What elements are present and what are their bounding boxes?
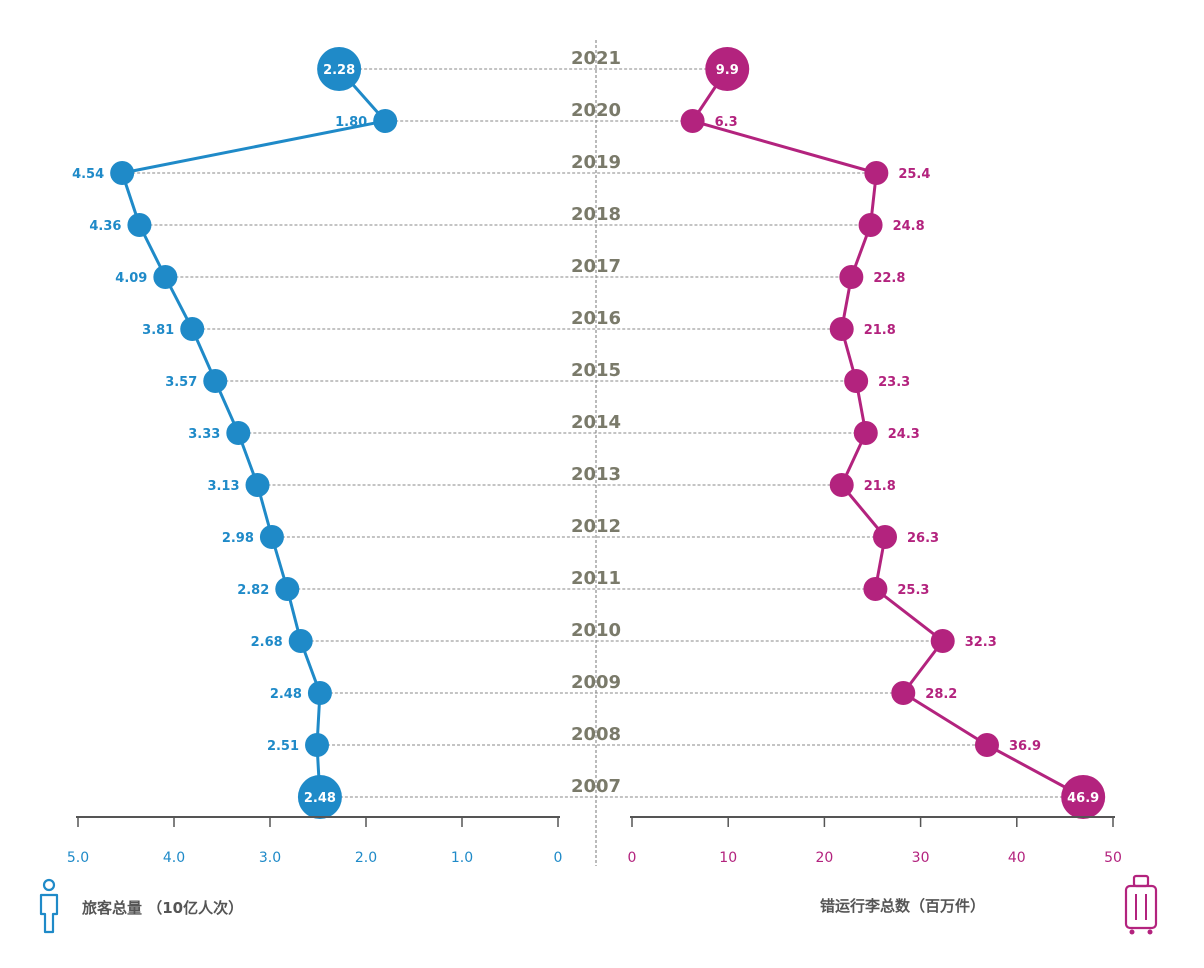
year-label: 2015 — [571, 360, 621, 381]
bags-point — [844, 369, 869, 393]
year-label: 2008 — [571, 724, 621, 745]
bags-value-label: 32.3 — [965, 635, 997, 650]
passengers-point — [317, 47, 362, 91]
passengers-value-label: 3.13 — [207, 479, 239, 494]
left-axis-tick-label: 2.0 — [355, 850, 377, 866]
passengers-point — [245, 473, 270, 497]
right-axis-tick-label: 20 — [815, 850, 833, 866]
year-label: 2017 — [571, 256, 621, 277]
passengers-point — [180, 317, 205, 341]
bags-value-label: 25.4 — [898, 167, 930, 182]
passengers-point — [226, 421, 251, 445]
passengers-value-label: 2.82 — [237, 583, 269, 598]
year-label: 2018 — [571, 204, 621, 225]
bags-value-label: 24.3 — [888, 427, 920, 442]
passengers-point — [203, 369, 228, 393]
bags-value-label: 21.8 — [864, 479, 896, 494]
passengers-point — [373, 109, 398, 133]
passengers-value-label: 2.48 — [270, 687, 302, 702]
left-axis-tick-label: 4.0 — [163, 850, 185, 866]
passengers-value-label: 4.36 — [89, 219, 121, 234]
year-label: 2007 — [571, 776, 621, 797]
passengers-point — [259, 525, 284, 549]
passengers-value-label: 2.48 — [304, 791, 336, 806]
year-label: 2016 — [571, 308, 621, 329]
bags-point — [829, 473, 854, 497]
bags-point — [864, 161, 889, 185]
bags-point — [930, 629, 955, 653]
person-icon — [39, 878, 59, 934]
bags-point — [705, 47, 750, 91]
bags-value-label: 23.3 — [878, 375, 910, 390]
bags-point — [680, 109, 705, 133]
bags-value-label: 36.9 — [1009, 739, 1041, 754]
right-axis-tick-label: 50 — [1104, 850, 1122, 866]
year-label: 2012 — [571, 516, 621, 537]
passengers-point — [305, 733, 330, 757]
passengers-point — [275, 577, 300, 601]
bags-value-label: 24.8 — [893, 219, 925, 234]
bags-value-label: 9.9 — [716, 63, 739, 78]
bags-point — [974, 733, 999, 757]
left-axis-tick-label: 3.0 — [259, 850, 281, 866]
bags-point — [858, 213, 883, 237]
bags-point — [829, 317, 854, 341]
bags-value-label: 28.2 — [925, 687, 957, 702]
bags-point — [839, 265, 864, 289]
left-axis-tick-label: 0 — [554, 850, 563, 866]
luggage-icon — [1124, 874, 1158, 935]
bags-point — [853, 421, 878, 445]
passengers-value-label: 4.54 — [72, 167, 104, 182]
right-axis-tick-label: 10 — [719, 850, 737, 866]
bags-value-label: 22.8 — [873, 271, 905, 286]
right-axis-title: 错运行李总数（百万件） — [820, 897, 986, 915]
bags-value-label: 6.3 — [715, 115, 738, 130]
year-label: 2021 — [571, 48, 621, 69]
passengers-value-label: 2.51 — [267, 739, 299, 754]
passengers-point — [127, 213, 152, 237]
year-label: 2011 — [571, 568, 621, 589]
passengers-value-label: 2.68 — [251, 635, 283, 650]
bags-point — [863, 577, 888, 601]
left-axis-tick-label: 1.0 — [451, 850, 473, 866]
passengers-value-label: 2.98 — [222, 531, 254, 546]
year-label: 2010 — [571, 620, 621, 641]
year-label: 2009 — [571, 672, 621, 693]
bags-value-label: 46.9 — [1067, 791, 1099, 806]
passengers-value-label: 2.28 — [323, 63, 355, 78]
left-axis-tick-label: 5.0 — [67, 850, 89, 866]
bags-point — [873, 525, 898, 549]
right-axis-tick-label: 30 — [912, 850, 930, 866]
passengers-value-label: 3.57 — [165, 375, 197, 390]
year-label: 2020 — [571, 100, 621, 121]
passengers-value-label: 3.81 — [142, 323, 174, 338]
bags-point — [1061, 775, 1106, 819]
passengers-point — [297, 775, 342, 819]
passengers-value-label: 3.33 — [188, 427, 220, 442]
bags-point — [891, 681, 916, 705]
bags-value-label: 26.3 — [907, 531, 939, 546]
passengers-point — [110, 161, 135, 185]
bags-value-label: 25.3 — [897, 583, 929, 598]
passengers-value-label: 1.80 — [335, 115, 367, 130]
year-label: 2014 — [571, 412, 621, 433]
passengers-point — [307, 681, 332, 705]
left-axis-title: 旅客总量 （10亿人次） — [82, 899, 244, 917]
passengers-point — [288, 629, 313, 653]
year-label: 2019 — [571, 152, 621, 173]
year-label: 2013 — [571, 464, 621, 485]
passengers-value-label: 4.09 — [115, 271, 147, 286]
right-axis-tick-label: 40 — [1008, 850, 1026, 866]
passengers-point — [153, 265, 178, 289]
bags-value-label: 21.8 — [864, 323, 896, 338]
right-axis-tick-label: 0 — [628, 850, 637, 866]
